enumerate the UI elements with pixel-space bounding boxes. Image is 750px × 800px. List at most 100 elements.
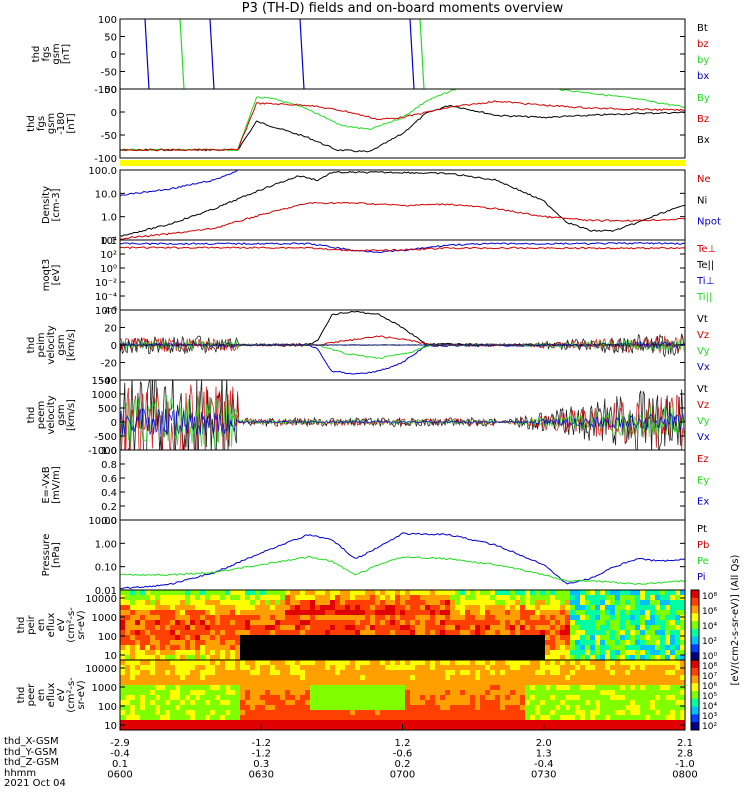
heatmap-cell [640,700,646,706]
heatmap-cell [175,645,181,651]
heatmap-cell [515,605,521,611]
heatmap-cell [575,610,581,616]
heatmap-cell [180,655,186,660]
heatmap-cell [295,655,301,660]
heatmap-cell [405,720,411,726]
heatmap-cell [495,710,501,716]
y-tick-label: 1.0 [101,213,117,224]
heatmap-cell [255,610,261,616]
heatmap-cell [460,595,466,601]
heatmap-cell [575,615,581,621]
heatmap-cell [200,685,206,691]
heatmap-cell [170,635,176,641]
heatmap-cell [135,670,141,676]
heatmap-cell [155,695,161,701]
heatmap-cell [240,635,246,641]
heatmap-cell [590,715,596,721]
heatmap-cell [525,720,531,726]
heatmap-cell [515,655,521,660]
heatmap-cell [490,650,496,656]
heatmap-cell [590,725,596,730]
heatmap-cell [495,725,501,730]
heatmap-cell [245,665,251,671]
ephemeris-value: 0700 [390,770,415,781]
heatmap-cell [275,630,281,636]
heatmap-cell [660,610,666,616]
heatmap-cell [445,645,451,651]
heatmap-cell [275,640,281,646]
heatmap-cell [650,660,656,666]
y-axis-label-line: Pressure [41,534,52,577]
heatmap-cell [340,640,346,646]
heatmap-cell [140,665,146,671]
heatmap-cell [130,675,136,681]
heatmap-cell [585,615,591,621]
heatmap-cell [360,630,366,636]
heatmap-cell [185,720,191,726]
heatmap-cell [155,595,161,601]
heatmap-cell [185,625,191,631]
heatmap-cell [670,610,676,616]
y-axis-label: Pressure [nPa] [41,534,62,577]
heatmap-cell [215,615,221,621]
heatmap-cell [235,675,241,681]
heatmap-cell [590,660,596,666]
heatmap-cell [525,680,531,686]
heatmap-cell [375,685,381,691]
heatmap-cell [625,715,631,721]
heatmap-cell [600,725,606,730]
heatmap-cell [530,660,536,666]
heatmap-cell [165,650,171,656]
heatmap-cell [415,610,421,616]
heatmap-cell [235,710,241,716]
heatmap-cell [205,665,211,671]
heatmap-cell [505,695,511,701]
heatmap-cell [130,595,136,601]
heatmap-cell [660,685,666,691]
heatmap-cell [300,660,306,666]
heatmap-cell [410,655,416,660]
heatmap-cell [445,700,451,706]
heatmap-cell [555,720,561,726]
heatmap-cell [240,650,246,656]
heatmap-cell [475,695,481,701]
heatmap-cell [205,655,211,660]
heatmap-cell [470,590,476,596]
legend-entry: bx [697,71,709,82]
heatmap-cell [210,665,216,671]
heatmap-cell [590,600,596,606]
heatmap-cell [530,625,536,631]
heatmap-cell [670,725,676,730]
heatmap-cell [550,690,556,696]
heatmap-cell [135,610,141,616]
heatmap-cell [125,700,131,706]
heatmap-cell [230,640,236,646]
heatmap-cell [380,640,386,646]
heatmap-cell [645,695,651,701]
heatmap-cell [230,620,236,626]
heatmap-cell [195,675,201,681]
heatmap-cell [670,695,676,701]
heatmap-cell [440,690,446,696]
legend-entry: Vz [697,400,709,411]
heatmap-cell [270,595,276,601]
heatmap-cell [520,665,526,671]
heatmap-cell [310,720,316,726]
heatmap-cell [295,615,301,621]
heatmap-cell [265,685,271,691]
heatmap-cell [175,650,181,656]
heatmap-cell [495,600,501,606]
heatmap-cell [655,605,661,611]
heatmap-cell [320,605,326,611]
heatmap-cell [625,695,631,701]
heatmap-cell [440,630,446,636]
heatmap-cell [230,705,236,711]
heatmap-cell [335,705,341,711]
heatmap-cell [125,720,131,726]
heatmap-cell [470,635,476,641]
heatmap-cell [630,590,636,596]
heatmap-cell [545,710,551,716]
heatmap-cell [640,600,646,606]
heatmap-cell [205,660,211,666]
heatmap-cell [305,660,311,666]
